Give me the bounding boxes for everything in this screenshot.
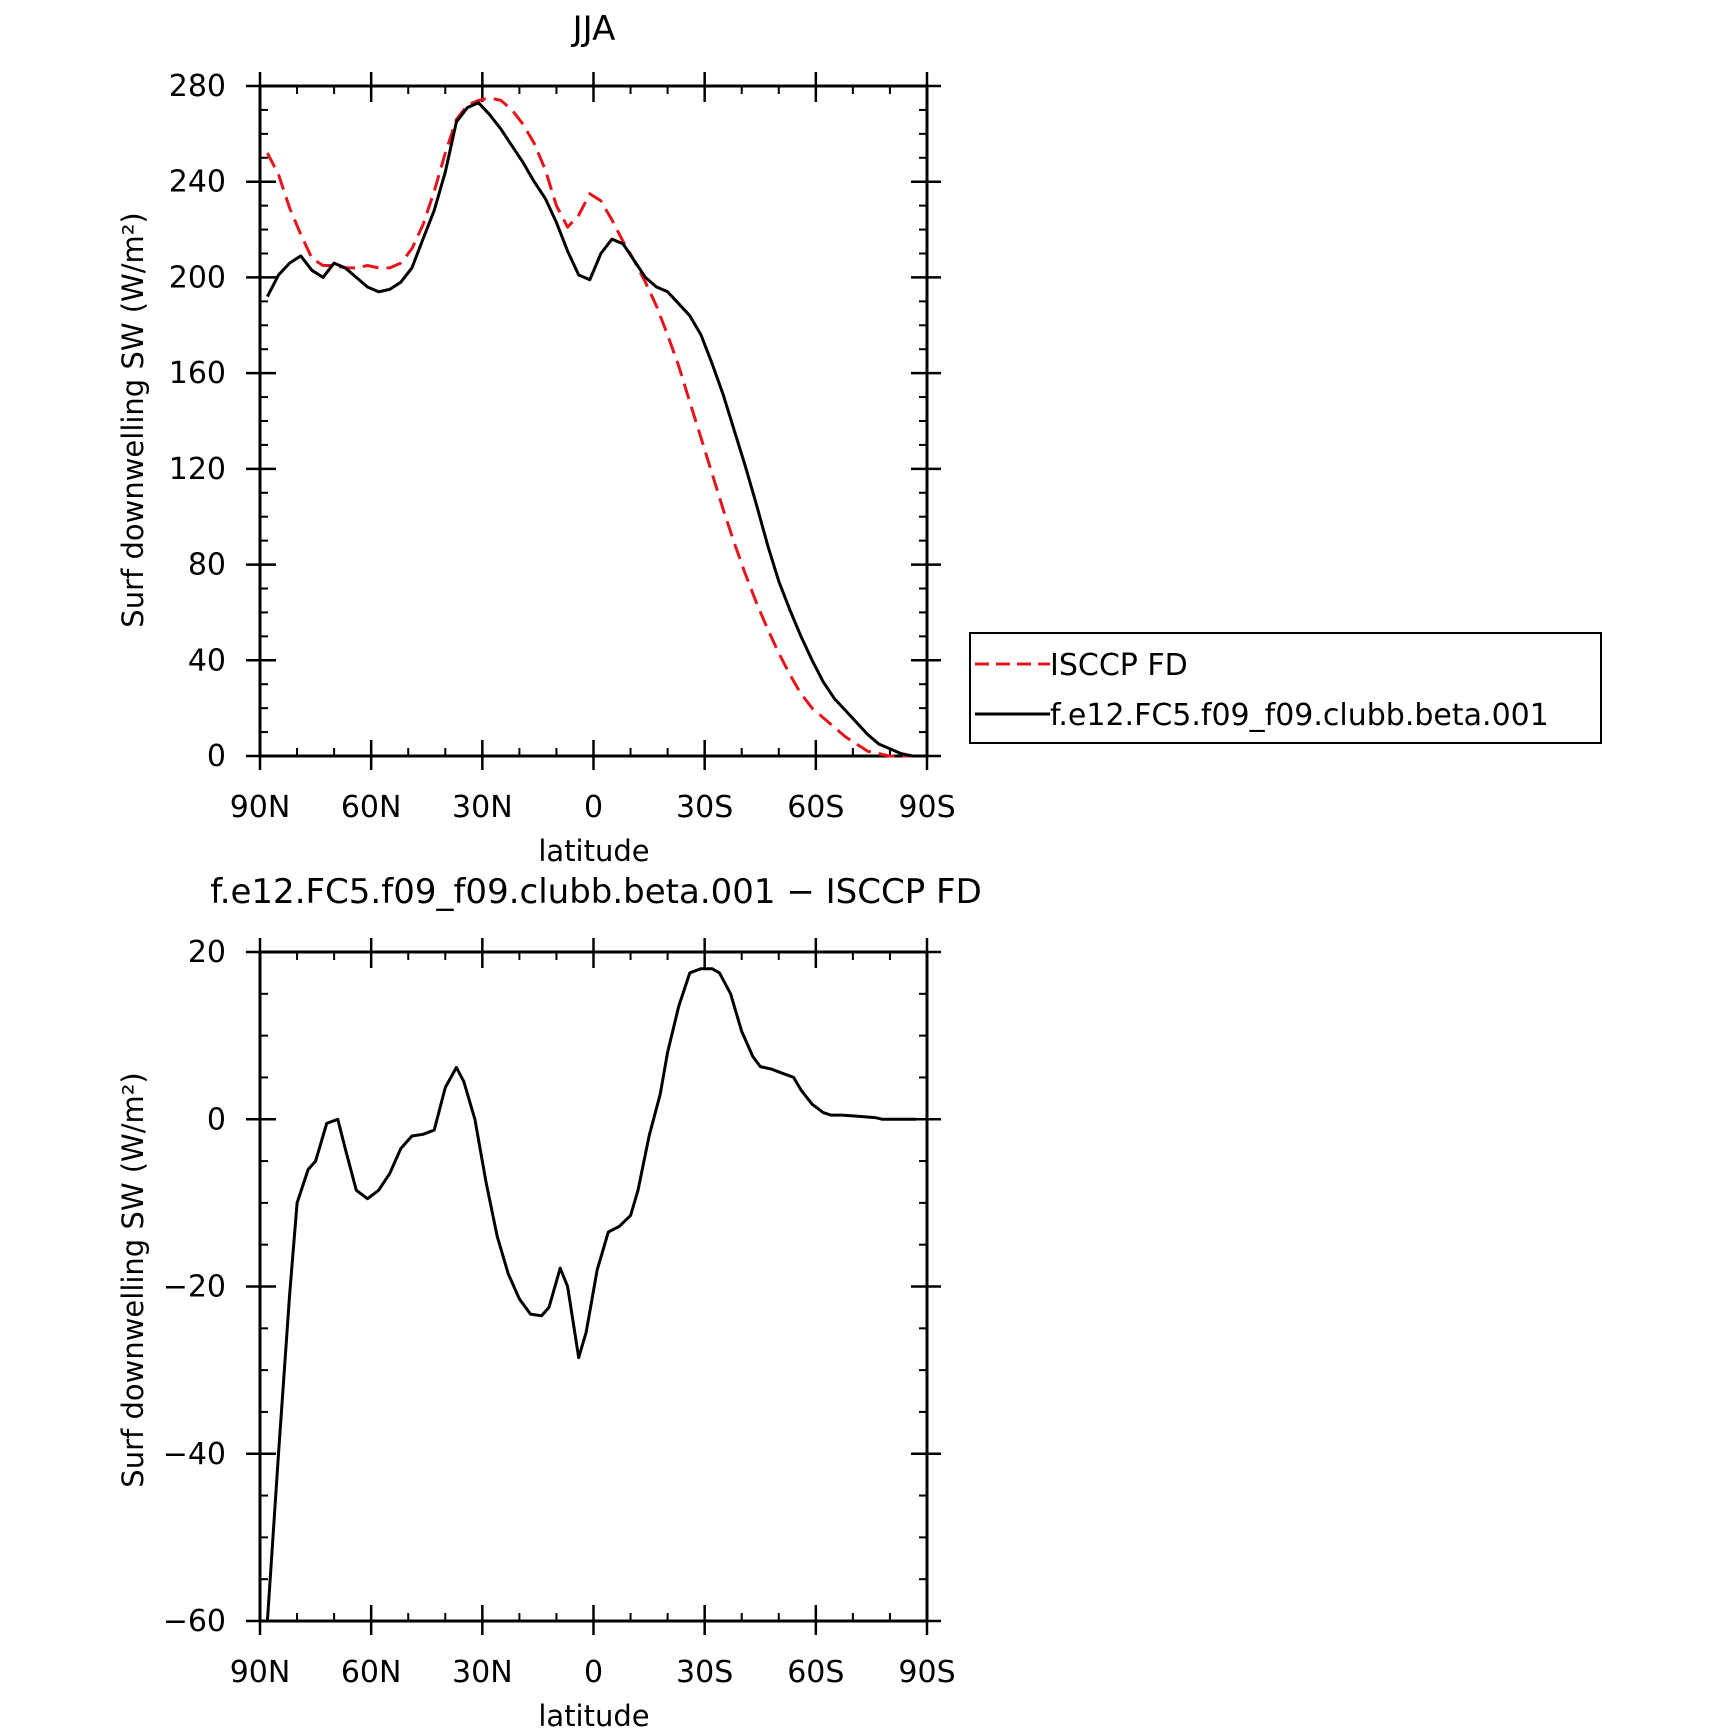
y-axis-title: Surf downwelling SW (W/m²): [116, 212, 150, 627]
bottom-panel-difference: f.e12.FC5.f09_f09.clubb.beta.001 − ISCCP…: [116, 872, 982, 1733]
y-tick-label: 80: [188, 548, 226, 583]
panel-title: JJA: [571, 9, 616, 49]
x-tick-label: 60N: [341, 790, 402, 825]
y-axis-title: Surf downwelling SW (W/m²): [116, 1072, 150, 1487]
y-tick-label: 0: [207, 1102, 226, 1137]
y-tick-label: 200: [169, 260, 226, 295]
x-tick-label: 90N: [230, 790, 291, 825]
x-tick-label: 30S: [676, 1655, 733, 1690]
x-axis-title: latitude: [538, 834, 649, 868]
x-tick-label: 90N: [230, 1655, 291, 1690]
series-line-0: [266, 96, 924, 758]
legend-box: [969, 632, 1602, 744]
x-tick-label: 0: [584, 790, 603, 825]
x-axis-title: latitude: [538, 1699, 649, 1733]
y-tick-label: 0: [207, 739, 226, 774]
y-tick-label: 40: [188, 643, 226, 678]
legend-label-isccp-fd: ISCCP FD: [1050, 648, 1188, 683]
legend: ISCCP FD f.e12.FC5.f09_f09.clubb.beta.00…: [969, 632, 1602, 744]
y-tick-label: −20: [163, 1270, 226, 1305]
x-tick-label: 60S: [787, 790, 844, 825]
y-tick-label: 160: [169, 356, 226, 391]
y-tick-label: 280: [169, 69, 226, 104]
x-tick-label: 90S: [898, 1655, 955, 1690]
x-tick-label: 90S: [898, 790, 955, 825]
y-tick-label: −40: [163, 1437, 226, 1472]
x-tick-label: 30N: [452, 790, 513, 825]
legend-label-model: f.e12.FC5.f09_f09.clubb.beta.001: [1050, 698, 1549, 733]
x-tick-label: 30N: [452, 1655, 513, 1690]
y-tick-label: −60: [163, 1604, 226, 1639]
plot-frame: [258, 84, 929, 758]
x-tick-label: 0: [584, 1655, 603, 1690]
plot-frame: [258, 950, 929, 1623]
series-line-1: [266, 101, 924, 758]
top-panel-jja: JJA latitude Surf downwelling SW (W/m²) …: [116, 9, 956, 868]
x-tick-label: 60N: [341, 1655, 402, 1690]
panel-title: f.e12.FC5.f09_f09.clubb.beta.001 − ISCCP…: [210, 872, 982, 912]
y-tick-label: 20: [188, 935, 226, 970]
y-tick-label: 240: [169, 165, 226, 200]
x-tick-label: 30S: [676, 790, 733, 825]
series-line-0: [265, 967, 916, 1622]
y-tick-label: 120: [169, 452, 226, 487]
x-tick-label: 60S: [787, 1655, 844, 1690]
